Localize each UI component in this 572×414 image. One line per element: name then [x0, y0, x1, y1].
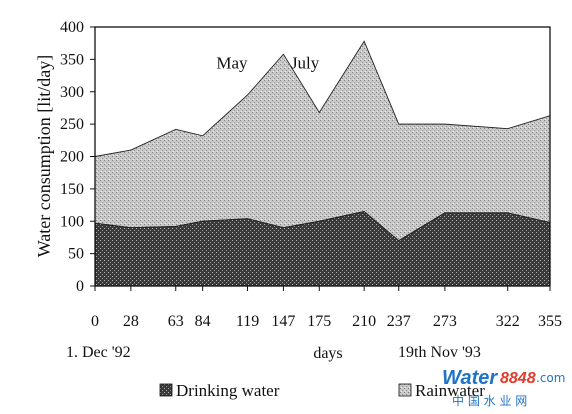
x-tick-label: 28	[123, 313, 139, 330]
x-tick-label: 210	[352, 313, 376, 330]
y-tick-label: 100	[60, 213, 84, 230]
annotation-may: May	[216, 53, 248, 72]
legend: Drinking water Rainwater	[159, 381, 485, 400]
annotation-july: July	[291, 53, 320, 72]
area-drinking-water	[94, 211, 551, 287]
x-tick-label: 322	[496, 313, 520, 330]
x-tick-label: 63	[168, 313, 184, 330]
watermark-number: 8848	[500, 370, 536, 387]
y-tick-label: 50	[68, 246, 84, 263]
x-tick-label: 175	[307, 313, 331, 330]
x-tick-label: 237	[387, 313, 411, 330]
legend-label-rainwater: Rainwater	[415, 381, 485, 400]
x-tick-label: 0	[91, 313, 99, 330]
x-tick-label: 273	[433, 313, 457, 330]
x-tick-label: 119	[236, 313, 259, 330]
watermark: Water 8848 .com 中 国 水 业 网	[442, 367, 565, 408]
legend-swatch-drinking-water	[159, 383, 173, 397]
y-tick-label: 150	[60, 181, 84, 198]
area-rainwater	[94, 40, 551, 242]
legend-swatch-rainwater	[398, 383, 412, 397]
y-tick-label: 200	[60, 149, 84, 166]
y-tick-label: 400	[60, 19, 84, 36]
start-date-label: 1. Dec '92	[66, 344, 131, 361]
y-axis-label: Water consumption [lit/day]	[34, 55, 54, 258]
x-axis-label: days	[313, 345, 342, 362]
y-tick-label: 0	[76, 278, 84, 295]
y-tick-label: 350	[60, 51, 84, 68]
watermark-brand: Water	[442, 367, 498, 389]
y-tick-label: 300	[60, 84, 84, 101]
watermark-suffix: .com	[536, 371, 565, 385]
x-tick-label: 147	[271, 313, 295, 330]
legend-label-drinking-water: Drinking water	[176, 381, 280, 400]
y-tick-label: 250	[60, 116, 84, 133]
end-date-label: 19th Nov '93	[398, 344, 481, 361]
x-tick-label: 84	[195, 313, 211, 330]
x-tick-label: 355	[538, 313, 562, 330]
watermark-subtitle: 中 国 水 业 网	[452, 393, 527, 408]
